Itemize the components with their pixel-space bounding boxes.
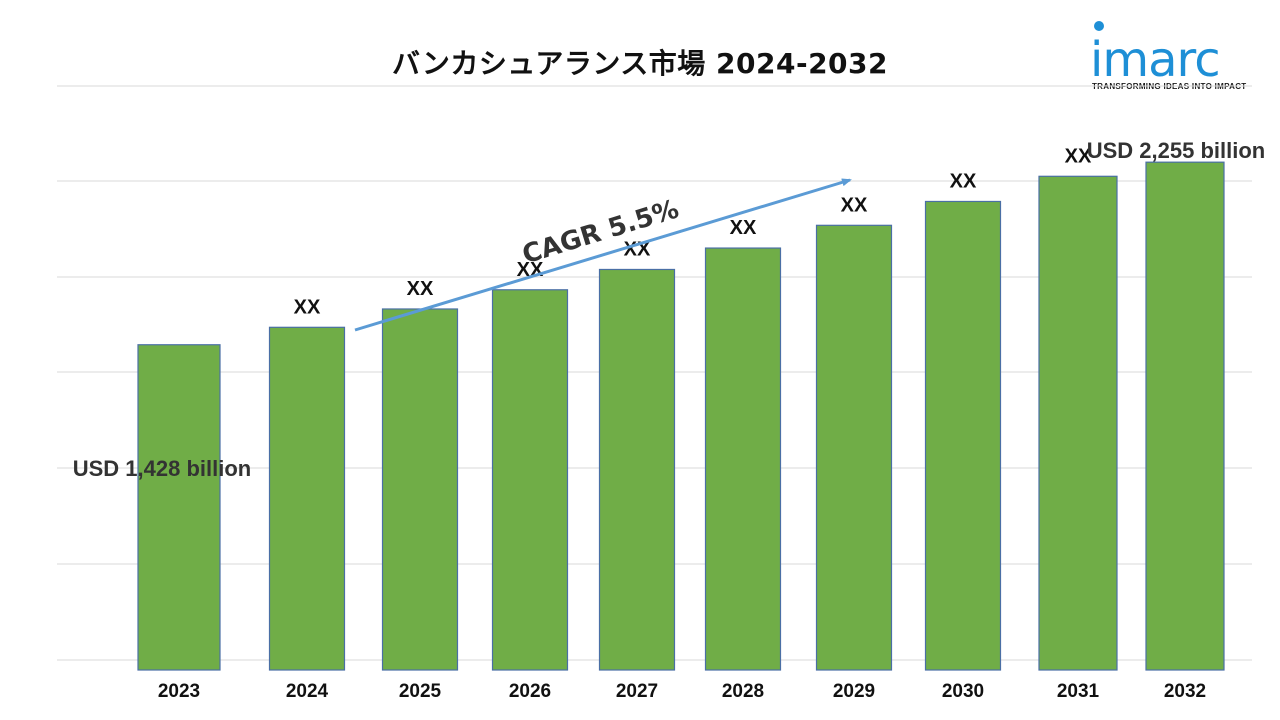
bar-2028 — [704, 247, 782, 671]
x-tick-2023: 2023 — [158, 681, 200, 702]
chart-title: バンカシュアランス市場 2024-2032 — [391, 47, 888, 80]
data-label-2024: XX — [294, 296, 321, 318]
x-tick-2027: 2027 — [616, 681, 658, 702]
data-label-2028: XX — [730, 217, 757, 239]
data-label-2027: XX — [624, 238, 651, 260]
bar-2031 — [1038, 175, 1118, 671]
data-label-2032: USD 2,255 billion — [1087, 138, 1266, 163]
data-label-2029: XX — [841, 194, 868, 216]
x-tick-2026: 2026 — [509, 681, 551, 702]
bar-2027 — [598, 268, 676, 671]
logo-wordmark: imarc — [1090, 32, 1221, 88]
x-tick-2028: 2028 — [722, 681, 764, 702]
bar-2032 — [1145, 161, 1225, 671]
bars — [137, 161, 1225, 671]
bar-2030 — [924, 200, 1002, 671]
bar-2026 — [491, 289, 569, 671]
x-tick-2024: 2024 — [286, 681, 329, 702]
x-tick-labels: 2023 2024 2025 2026 2027 2028 2029 2030 2031 2032 — [158, 681, 1206, 702]
bar-2024 — [268, 326, 346, 671]
cagr-arrow — [354, 178, 852, 332]
data-label-2025: XX — [407, 278, 434, 300]
x-tick-2031: 2031 — [1057, 681, 1100, 702]
cagr-label: CAGR 5.5% — [519, 194, 682, 270]
x-tick-2029: 2029 — [833, 681, 875, 702]
x-tick-2025: 2025 — [399, 681, 442, 702]
bar-2025 — [381, 308, 459, 671]
data-label-2030: XX — [950, 170, 977, 192]
data-label-2031: XX — [1065, 145, 1092, 167]
bar-2029 — [815, 224, 893, 671]
data-label-2023: USD 1,428 billion — [73, 456, 252, 481]
x-tick-2030: 2030 — [942, 681, 984, 702]
logo-dot — [1094, 21, 1104, 31]
x-tick-2032: 2032 — [1164, 681, 1206, 702]
bar-2023 — [137, 344, 221, 671]
